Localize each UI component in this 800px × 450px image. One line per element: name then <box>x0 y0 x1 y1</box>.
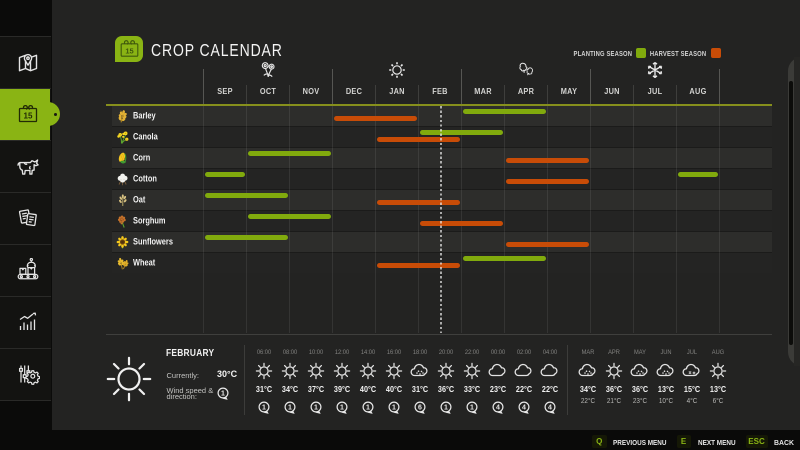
svg-text:1: 1 <box>221 390 225 397</box>
svg-text:6: 6 <box>418 405 422 412</box>
svg-text:15: 15 <box>24 112 33 121</box>
svg-text:15: 15 <box>125 47 133 56</box>
svg-text:4: 4 <box>496 405 500 412</box>
svg-text:1: 1 <box>366 405 370 412</box>
svg-text:1: 1 <box>470 405 474 412</box>
svg-text:4: 4 <box>522 405 526 412</box>
svg-text:1: 1 <box>340 405 344 412</box>
svg-text:4: 4 <box>548 405 552 412</box>
svg-text:1: 1 <box>288 405 292 412</box>
svg-text:1: 1 <box>392 405 396 412</box>
svg-text:1: 1 <box>262 405 266 412</box>
svg-text:1: 1 <box>314 405 318 412</box>
svg-text:1: 1 <box>444 405 448 412</box>
